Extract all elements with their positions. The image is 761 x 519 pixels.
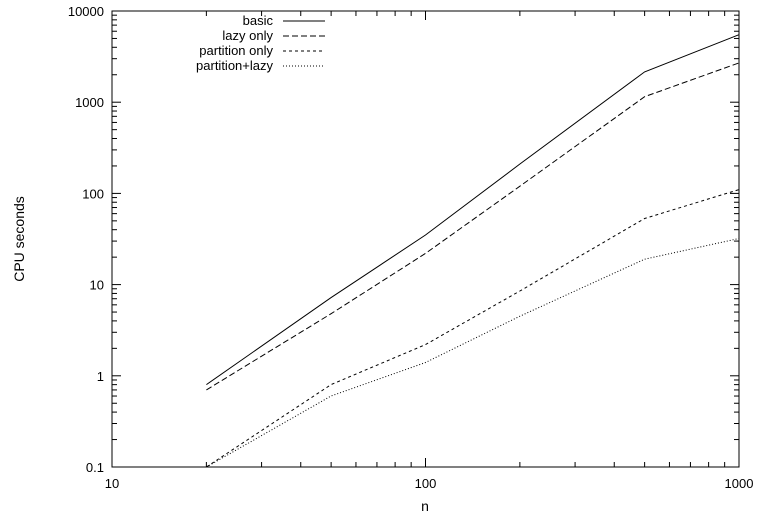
y-tick-label: 10 [90, 278, 104, 293]
x-axis-label: n [421, 498, 429, 514]
y-tick-label: 100 [82, 186, 104, 201]
y-axis-label: CPU seconds [11, 196, 27, 282]
legend-label: lazy only [222, 28, 273, 43]
series-line-lazy-only [206, 62, 740, 391]
legend-label: partition+lazy [196, 58, 273, 73]
x-tick-label: 1000 [725, 476, 754, 491]
y-tick-label: 1000 [75, 95, 104, 110]
y-tick-label: 0.1 [86, 460, 104, 475]
x-tick-label: 10 [105, 476, 119, 491]
axis-ticks [111, 10, 740, 468]
legend-label: basic [243, 13, 274, 28]
series-line-partition-only [206, 189, 740, 468]
series-lines [206, 34, 740, 468]
y-tick-label: 10000 [68, 4, 104, 19]
plot-frame [111, 10, 740, 468]
series-line-partition-lazy [206, 238, 740, 468]
tick-labels: 10 100 1000 0.1 1 10 100 1000 10000 [68, 4, 754, 491]
x-tick-label: 100 [415, 476, 437, 491]
series-line-basic [206, 34, 740, 386]
legend-label: partition only [199, 43, 273, 58]
y-tick-label: 1 [97, 369, 104, 384]
